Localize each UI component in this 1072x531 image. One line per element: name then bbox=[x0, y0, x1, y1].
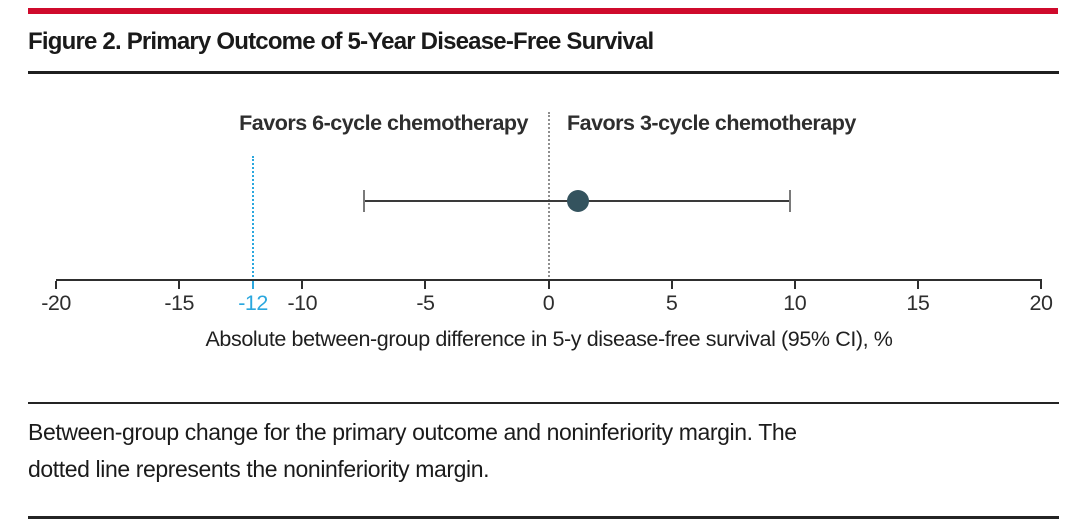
favors-right-label: Favors 3-cycle chemotherapy bbox=[567, 111, 856, 135]
footnote-rule-bottom bbox=[28, 516, 1059, 519]
margin-tick bbox=[252, 281, 254, 289]
x-tick bbox=[301, 281, 304, 289]
x-tick bbox=[793, 281, 796, 289]
x-tick bbox=[1040, 281, 1042, 289]
favors-left-label: Favors 6-cycle chemotherapy bbox=[239, 111, 528, 135]
x-tick bbox=[670, 281, 673, 289]
caption-line-2: dotted line represents the noninferiorit… bbox=[28, 456, 490, 482]
point-estimate-marker bbox=[567, 190, 590, 212]
caption-line-1: Between-group change for the primary out… bbox=[28, 419, 797, 445]
zero-reference-line bbox=[547, 112, 550, 281]
x-tick-label: 5 bbox=[665, 291, 678, 315]
x-axis-line bbox=[56, 279, 1042, 281]
x-tick-label: 20 bbox=[1029, 291, 1053, 315]
noninferiority-margin-line bbox=[252, 156, 254, 281]
x-tick-label: -15 bbox=[164, 291, 194, 315]
x-tick bbox=[55, 281, 57, 289]
figure-title: Figure 2. Primary Outcome of 5-Year Dise… bbox=[28, 28, 654, 55]
footnote-rule-top bbox=[28, 402, 1059, 404]
x-tick-label: 0 bbox=[542, 291, 555, 315]
x-tick-label: -5 bbox=[416, 291, 435, 315]
x-tick bbox=[916, 281, 919, 289]
ci-whisker-left bbox=[362, 190, 365, 212]
x-tick bbox=[178, 281, 181, 289]
ci-whisker-right bbox=[788, 190, 791, 212]
figure-caption: Between-group change for the primary out… bbox=[28, 414, 1058, 488]
x-tick-label: -10 bbox=[287, 291, 318, 315]
x-tick-label: 10 bbox=[783, 291, 807, 315]
x-tick bbox=[424, 281, 427, 289]
x-tick bbox=[547, 281, 550, 289]
margin-tick-label: -12 bbox=[238, 291, 268, 315]
title-rule bbox=[28, 71, 1059, 74]
x-tick-label: -20 bbox=[41, 291, 71, 315]
x-axis-label: Absolute between-group difference in 5-y… bbox=[205, 327, 893, 351]
x-tick-label: 15 bbox=[906, 291, 930, 315]
red-accent-bar bbox=[28, 8, 1058, 14]
